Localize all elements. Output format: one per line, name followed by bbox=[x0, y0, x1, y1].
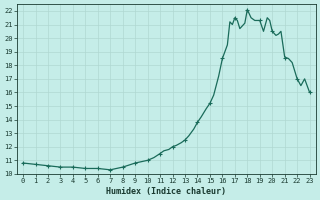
X-axis label: Humidex (Indice chaleur): Humidex (Indice chaleur) bbox=[106, 187, 226, 196]
